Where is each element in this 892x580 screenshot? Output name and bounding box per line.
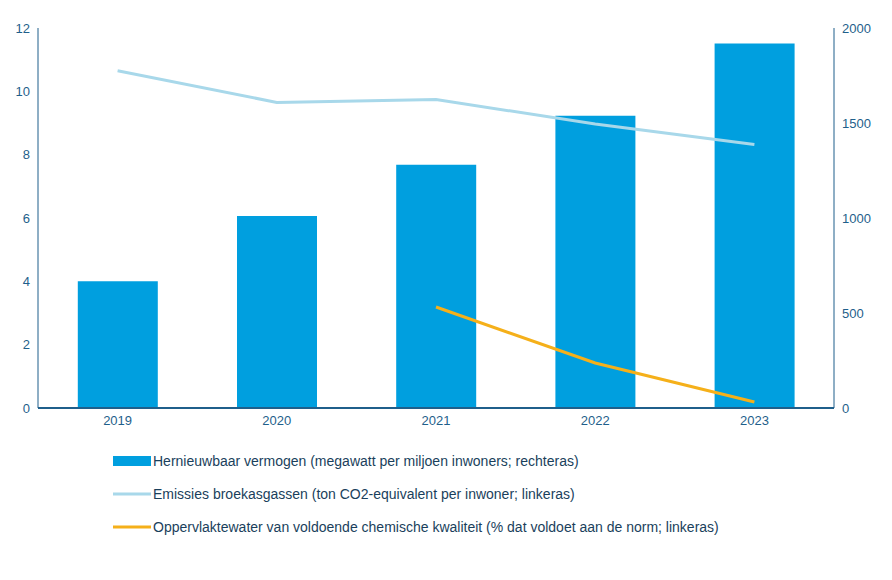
svg-text:6: 6	[23, 211, 30, 226]
html-text:Oppervlaktewater van voldoende: Oppervlaktewater van voldoende chemische…	[153, 518, 719, 535]
svg-text:2000: 2000	[842, 21, 871, 36]
svg-text:12: 12	[16, 21, 30, 36]
svg-text:1000: 1000	[842, 211, 871, 226]
svg-text:0: 0	[23, 401, 30, 416]
svg-text:0: 0	[842, 401, 849, 416]
svg-text:2019: 2019	[103, 413, 132, 428]
html-text:Hernieuwbaar vermogen (megawat: Hernieuwbaar vermogen (megawatt per milj…	[153, 452, 579, 469]
svg-text:2020: 2020	[262, 413, 291, 428]
svg-text:10: 10	[16, 84, 30, 99]
svg-text:2: 2	[23, 337, 30, 352]
svg-text:2023: 2023	[740, 413, 769, 428]
svg-text:1500: 1500	[842, 116, 871, 131]
svg-text:500: 500	[842, 306, 864, 321]
svg-text:8: 8	[23, 147, 30, 162]
svg-text:2022: 2022	[581, 413, 610, 428]
svg-text:2021: 2021	[422, 413, 451, 428]
svg-text:4: 4	[23, 274, 30, 289]
html-text:Emissies broekasgassen (ton CO: Emissies broekasgassen (ton CO2-equivale…	[153, 485, 575, 502]
